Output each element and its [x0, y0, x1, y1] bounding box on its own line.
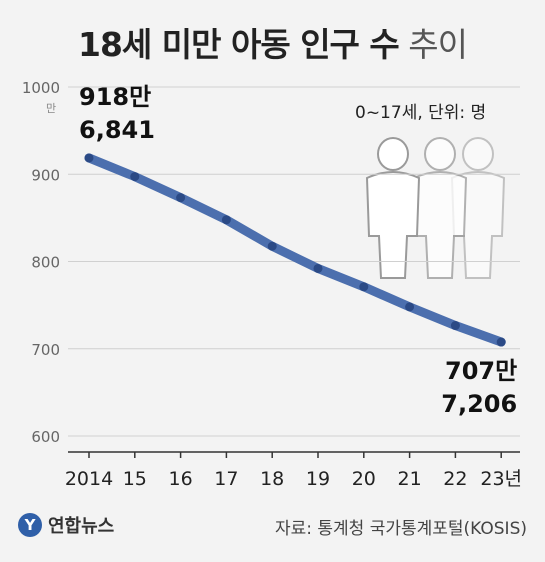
data-label: 6,841: [79, 116, 155, 144]
data-point: [130, 172, 140, 182]
data-point: [359, 282, 369, 292]
y-tick-label: 700: [31, 341, 60, 359]
x-tick-label: 18: [260, 468, 284, 490]
y-unit-label: 만: [46, 102, 56, 115]
chart-title: 18세 미만 아동 인구 수 추이: [0, 18, 545, 66]
data-point: [496, 337, 506, 347]
x-tick-label: 23년: [480, 468, 522, 490]
source-note: 자료: 통계청 국가통계포털(KOSIS): [274, 519, 527, 539]
data-label: 707만: [445, 357, 517, 385]
x-tick-label: 16: [169, 468, 193, 490]
data-point: [267, 241, 277, 251]
x-tick-label: 15: [123, 468, 147, 490]
title-main: 18세 미만 아동 인구 수: [78, 25, 400, 64]
person-icon: [365, 137, 421, 279]
data-point: [176, 193, 186, 203]
logo-icon: Y: [18, 513, 42, 537]
series-line: [84, 153, 506, 347]
data-point: [221, 215, 231, 225]
data-point: [84, 153, 94, 163]
unit-note: 0~17세, 단위: 명: [355, 103, 487, 123]
x-tick-label: 19: [306, 468, 330, 490]
x-tick-label: 22: [443, 468, 467, 490]
x-tick-label: 17: [214, 468, 238, 490]
logo-text: 연합뉴스: [48, 516, 115, 537]
x-tick-label: 2014: [65, 468, 113, 490]
data-label: 918만: [79, 83, 151, 111]
data-label: 7,206: [441, 390, 517, 418]
y-tick-label: 900: [31, 166, 60, 184]
data-point: [313, 263, 323, 273]
data-point: [405, 302, 415, 312]
title-suffix: 추이: [408, 25, 468, 64]
y-tick-label: 600: [31, 428, 60, 446]
data-point: [450, 321, 460, 331]
person-icon: [412, 137, 468, 279]
y-tick-label: 800: [31, 254, 60, 272]
x-tick-label: 21: [398, 468, 422, 490]
y-tick-label: 1000: [22, 79, 60, 97]
yonhap-logo: Y 연합뉴스: [18, 512, 114, 538]
x-tick-label: 20: [352, 468, 376, 490]
